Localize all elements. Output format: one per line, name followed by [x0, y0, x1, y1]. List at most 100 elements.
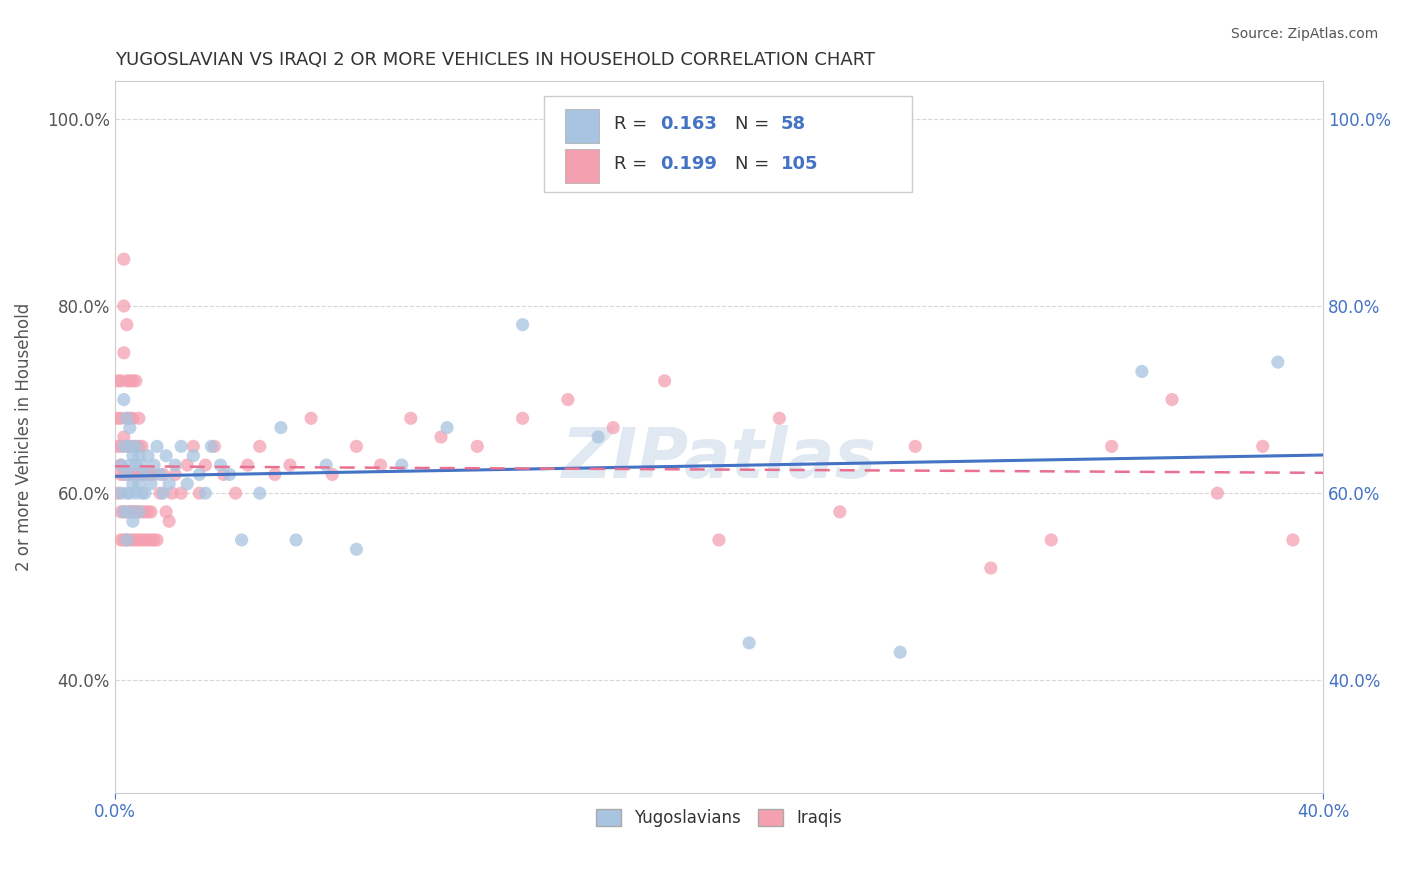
- Point: [512, 318, 534, 332]
- Point: [139, 533, 162, 547]
- Point: [125, 533, 148, 547]
- Point: [209, 458, 232, 472]
- Point: [218, 467, 240, 482]
- Point: [118, 439, 141, 453]
- Point: [146, 439, 169, 453]
- Text: N =: N =: [735, 155, 769, 173]
- Point: [263, 467, 285, 482]
- Point: [707, 533, 730, 547]
- Point: [112, 505, 135, 519]
- Point: [122, 533, 145, 547]
- Point: [586, 430, 609, 444]
- Point: [125, 467, 148, 482]
- Point: [110, 467, 132, 482]
- Point: [225, 486, 247, 500]
- Point: [122, 505, 145, 519]
- Point: [436, 420, 458, 434]
- Point: [889, 645, 911, 659]
- Point: [136, 467, 159, 482]
- Point: [1206, 486, 1229, 500]
- Point: [1101, 439, 1123, 453]
- Point: [170, 486, 193, 500]
- Point: [149, 467, 172, 482]
- Point: [768, 411, 790, 425]
- Point: [557, 392, 579, 407]
- Text: YUGOSLAVIAN VS IRAQI 2 OR MORE VEHICLES IN HOUSEHOLD CORRELATION CHART: YUGOSLAVIAN VS IRAQI 2 OR MORE VEHICLES …: [115, 51, 875, 69]
- Text: 0.199: 0.199: [659, 155, 717, 173]
- Point: [125, 505, 148, 519]
- Point: [125, 458, 148, 472]
- Text: 0.163: 0.163: [659, 115, 717, 133]
- Point: [136, 533, 159, 547]
- Point: [152, 467, 174, 482]
- Point: [146, 533, 169, 547]
- Point: [285, 533, 308, 547]
- Point: [465, 439, 488, 453]
- Point: [194, 458, 217, 472]
- Point: [149, 486, 172, 500]
- Point: [131, 505, 153, 519]
- Point: [1161, 392, 1184, 407]
- Point: [115, 411, 138, 425]
- Point: [125, 505, 148, 519]
- Point: [118, 505, 141, 519]
- Point: [143, 533, 166, 547]
- Point: [170, 439, 193, 453]
- Point: [346, 542, 368, 557]
- Point: [131, 458, 153, 472]
- Point: [1130, 364, 1153, 378]
- Point: [107, 439, 129, 453]
- Point: [122, 449, 145, 463]
- Point: [828, 505, 851, 519]
- Point: [160, 486, 183, 500]
- Point: [236, 458, 259, 472]
- Text: Source: ZipAtlas.com: Source: ZipAtlas.com: [1230, 27, 1378, 41]
- Point: [115, 411, 138, 425]
- Point: [115, 486, 138, 500]
- Point: [125, 439, 148, 453]
- Point: [181, 439, 204, 453]
- Point: [1282, 533, 1305, 547]
- Point: [980, 561, 1002, 575]
- Point: [122, 514, 145, 528]
- Point: [152, 486, 174, 500]
- Point: [118, 467, 141, 482]
- Point: [602, 420, 624, 434]
- Point: [122, 374, 145, 388]
- Point: [128, 476, 150, 491]
- FancyBboxPatch shape: [565, 109, 599, 144]
- Point: [134, 505, 156, 519]
- FancyBboxPatch shape: [565, 149, 599, 183]
- Point: [115, 374, 138, 388]
- Point: [112, 252, 135, 267]
- Point: [131, 533, 153, 547]
- Point: [430, 430, 453, 444]
- Point: [118, 505, 141, 519]
- Text: R =: R =: [614, 115, 652, 133]
- Point: [346, 439, 368, 453]
- Point: [155, 449, 177, 463]
- Point: [165, 467, 187, 482]
- Point: [249, 486, 271, 500]
- Point: [391, 458, 413, 472]
- Point: [112, 299, 135, 313]
- Point: [512, 411, 534, 425]
- Text: 58: 58: [780, 115, 806, 133]
- Text: R =: R =: [614, 155, 652, 173]
- Point: [112, 533, 135, 547]
- Point: [157, 514, 180, 528]
- Point: [112, 467, 135, 482]
- Point: [143, 467, 166, 482]
- Point: [128, 505, 150, 519]
- Point: [155, 505, 177, 519]
- Point: [107, 374, 129, 388]
- Point: [118, 533, 141, 547]
- Point: [118, 411, 141, 425]
- Point: [118, 374, 141, 388]
- Point: [131, 486, 153, 500]
- Point: [200, 439, 222, 453]
- Text: N =: N =: [735, 115, 769, 133]
- Point: [157, 476, 180, 491]
- Point: [139, 476, 162, 491]
- Point: [122, 467, 145, 482]
